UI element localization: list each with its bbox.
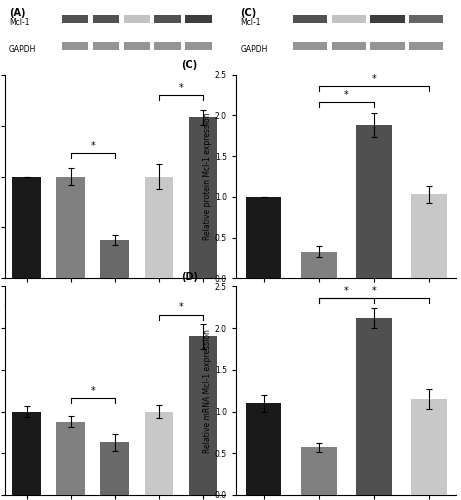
Text: (D): (D) (181, 272, 198, 282)
Text: *: * (344, 286, 349, 296)
Bar (293, 16, 327, 24)
Bar (411, 194, 447, 278)
Bar (62, 42, 89, 50)
Bar (371, 42, 405, 50)
Bar (246, 403, 282, 495)
Bar (100, 240, 129, 279)
Bar (12, 412, 41, 495)
Bar (154, 16, 181, 24)
Text: GAPDH: GAPDH (241, 45, 268, 54)
Bar (411, 399, 447, 495)
Bar (124, 42, 150, 50)
Text: Mcl-1: Mcl-1 (9, 18, 30, 27)
Text: *: * (90, 141, 95, 151)
Text: *: * (90, 386, 95, 396)
Bar (56, 422, 85, 495)
Text: *: * (178, 302, 183, 312)
Bar (189, 118, 217, 278)
Bar (409, 42, 443, 50)
Bar (145, 412, 173, 495)
Bar (100, 442, 129, 495)
Bar (301, 448, 337, 495)
Text: (C): (C) (241, 8, 257, 18)
Bar (154, 42, 181, 50)
Bar (332, 16, 366, 24)
Bar (189, 336, 217, 495)
Bar (371, 16, 405, 24)
Bar (62, 16, 89, 24)
Text: GAPDH: GAPDH (9, 45, 36, 54)
Bar (332, 42, 366, 50)
Bar (293, 42, 327, 50)
Y-axis label: Relative mRNA Mcl-1 expression: Relative mRNA Mcl-1 expression (203, 328, 212, 452)
Bar (12, 176, 41, 278)
Y-axis label: Relative protein Mcl-1 expression: Relative protein Mcl-1 expression (203, 112, 212, 240)
Text: (A): (A) (9, 8, 25, 18)
Bar (93, 42, 119, 50)
Bar (93, 16, 119, 24)
Text: *: * (178, 83, 183, 93)
Text: (C): (C) (181, 60, 197, 70)
Bar (409, 16, 443, 24)
Bar (124, 16, 150, 24)
Text: *: * (372, 74, 376, 84)
Bar (185, 16, 212, 24)
Bar (145, 176, 173, 278)
Text: *: * (344, 90, 349, 100)
Bar (56, 176, 85, 278)
Text: Mcl-1: Mcl-1 (241, 18, 261, 27)
Bar (301, 252, 337, 278)
Bar (356, 318, 392, 495)
Text: *: * (372, 286, 376, 296)
Bar (246, 197, 282, 278)
Bar (356, 125, 392, 278)
Bar (185, 42, 212, 50)
